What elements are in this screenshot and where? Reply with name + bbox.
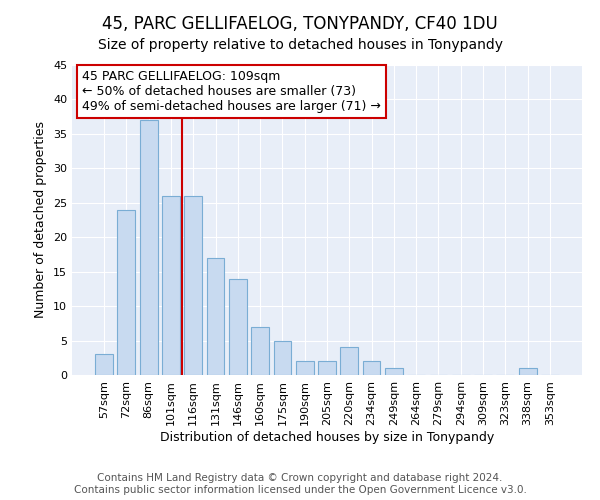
Bar: [362, 361, 380, 375]
Text: Size of property relative to detached houses in Tonypandy: Size of property relative to detached ho…: [97, 38, 503, 52]
Bar: [118, 210, 136, 375]
Bar: [95, 354, 113, 375]
X-axis label: Distribution of detached houses by size in Tonypandy: Distribution of detached houses by size …: [160, 430, 494, 444]
Bar: [140, 120, 158, 375]
Bar: [296, 361, 314, 375]
Bar: [229, 278, 247, 375]
Bar: [340, 348, 358, 375]
Bar: [318, 361, 336, 375]
Bar: [206, 258, 224, 375]
Text: 45 PARC GELLIFAELOG: 109sqm
← 50% of detached houses are smaller (73)
49% of sem: 45 PARC GELLIFAELOG: 109sqm ← 50% of det…: [82, 70, 381, 112]
Y-axis label: Number of detached properties: Number of detached properties: [34, 122, 47, 318]
Bar: [162, 196, 180, 375]
Bar: [251, 327, 269, 375]
Text: Contains HM Land Registry data © Crown copyright and database right 2024.
Contai: Contains HM Land Registry data © Crown c…: [74, 474, 526, 495]
Bar: [184, 196, 202, 375]
Bar: [274, 340, 292, 375]
Bar: [518, 368, 536, 375]
Bar: [385, 368, 403, 375]
Text: 45, PARC GELLIFAELOG, TONYPANDY, CF40 1DU: 45, PARC GELLIFAELOG, TONYPANDY, CF40 1D…: [102, 15, 498, 33]
